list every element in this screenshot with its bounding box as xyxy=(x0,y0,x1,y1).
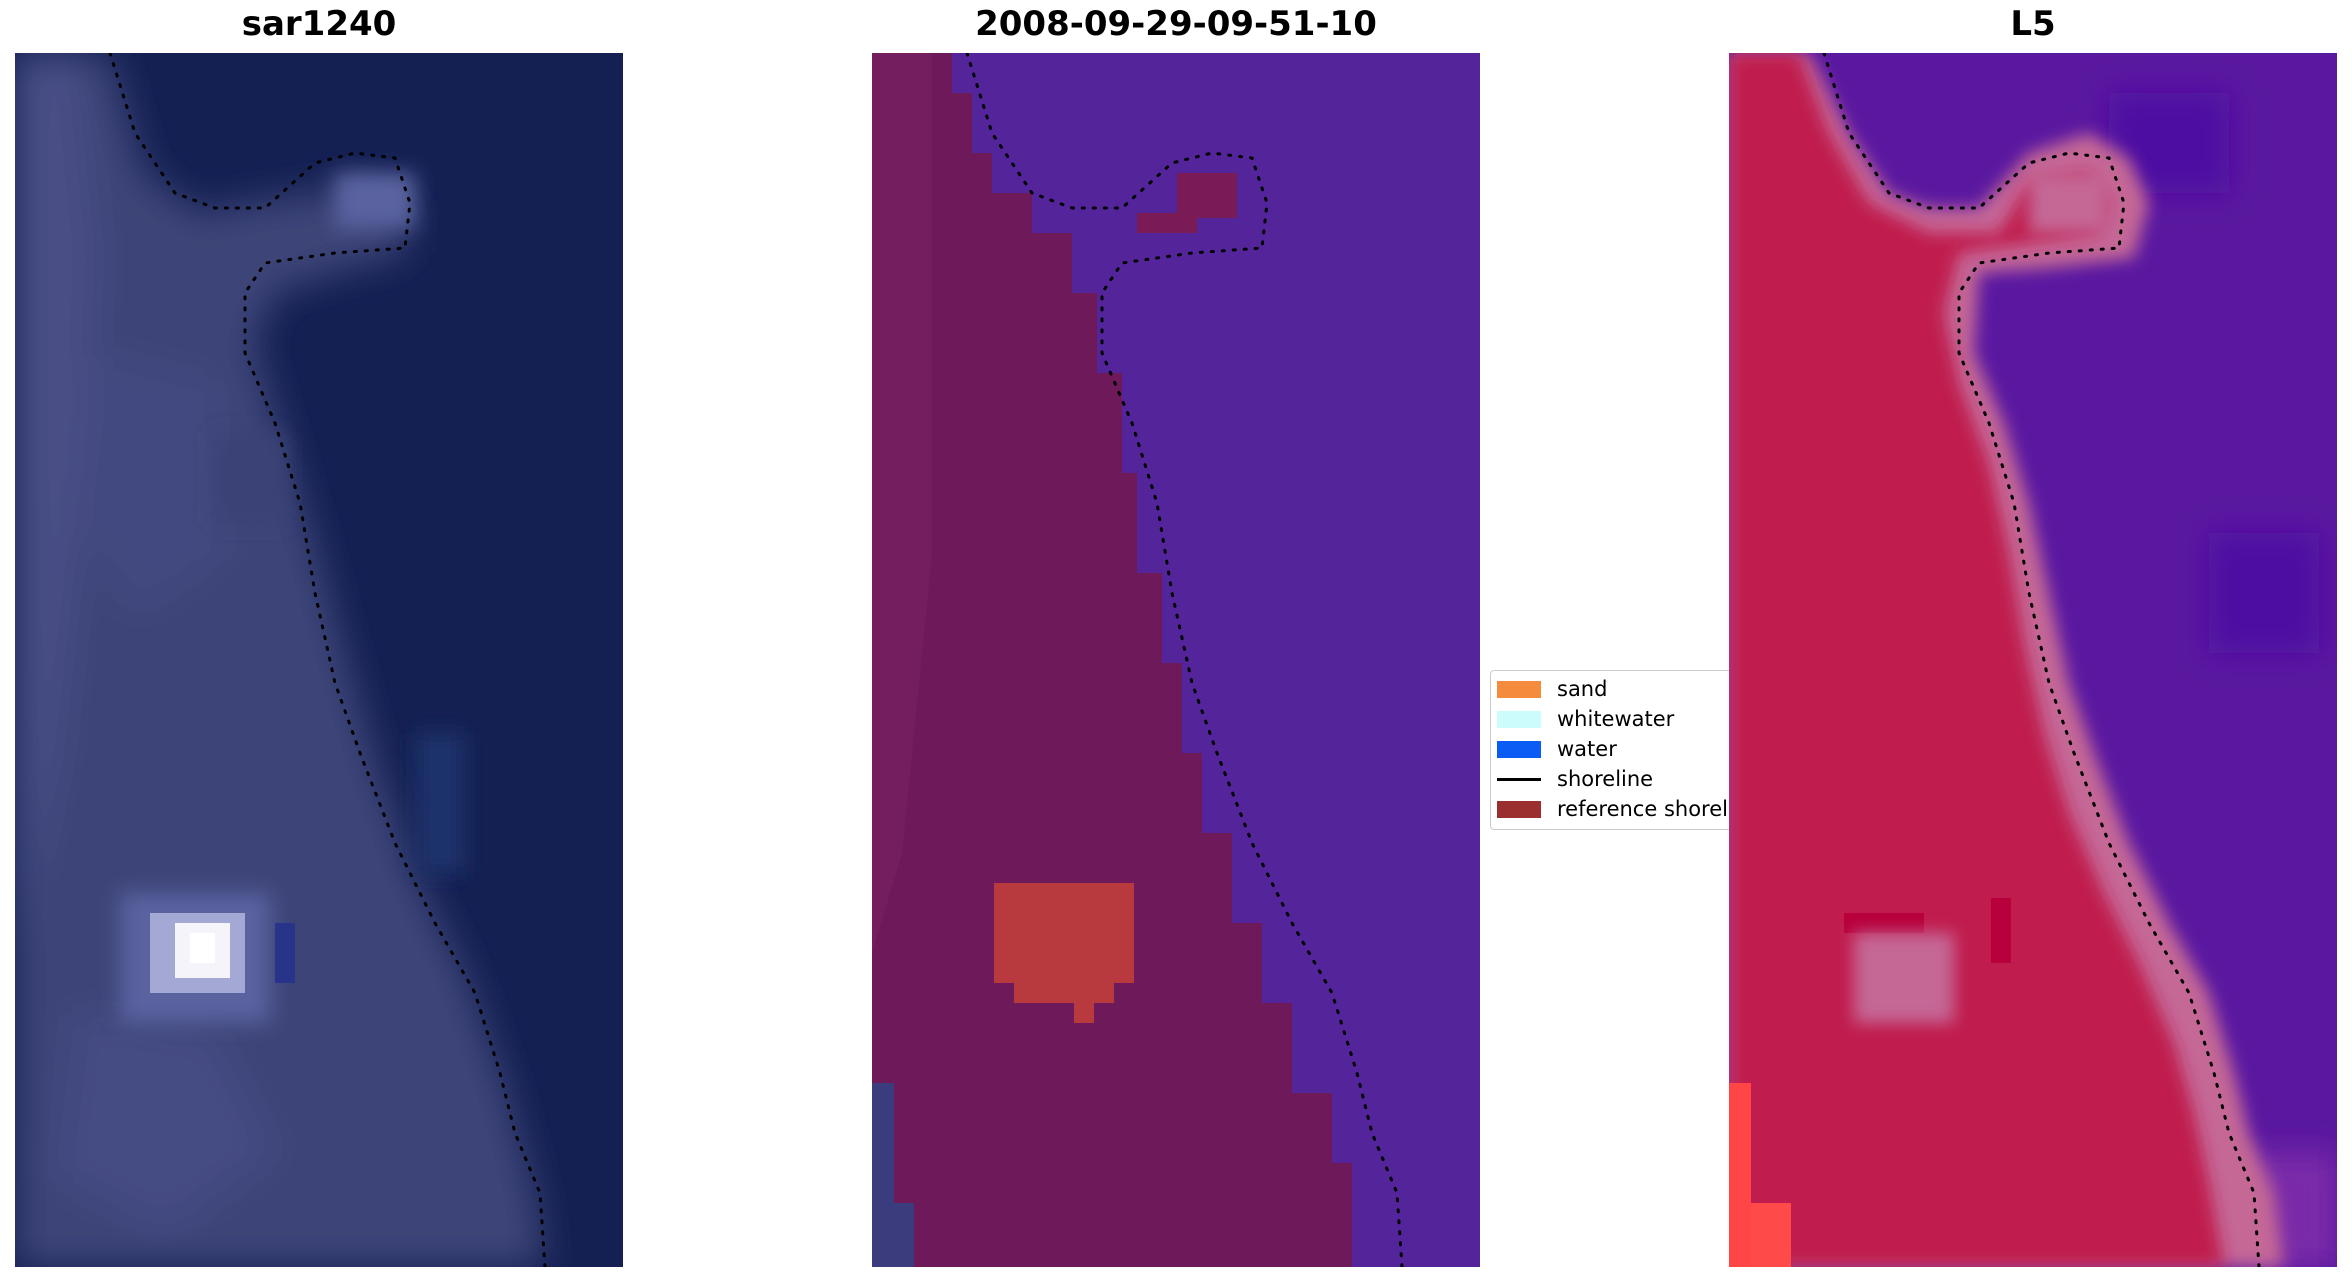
legend-item-whitewater: whitewater xyxy=(1497,707,1674,731)
panel-title-rgb: sar1240 xyxy=(241,4,397,44)
water-swatch xyxy=(1497,740,1541,758)
legend-label: reference shoreline xyxy=(1557,797,1731,821)
reference-shoreline-patch xyxy=(994,883,1134,983)
legend-item-reference-shoreline: reference shoreline xyxy=(1497,797,1731,821)
shoreline-line xyxy=(108,53,547,1267)
legend-item-water: water xyxy=(1497,737,1617,761)
shoreline-line xyxy=(1822,53,2261,1267)
land-index-area xyxy=(1729,53,2224,1267)
index-image-panel xyxy=(1729,53,2337,1267)
bright-red-patch xyxy=(1729,1083,1751,1267)
panel-title-classified: 2008-09-29-09-51-10 xyxy=(975,4,1377,44)
legend-label: shoreline xyxy=(1557,767,1654,791)
panel-title-index: L5 xyxy=(2010,4,2056,44)
classified-image-panel xyxy=(872,53,1480,1267)
rgb-image xyxy=(15,53,623,1267)
water-patch xyxy=(872,1083,894,1267)
rgb-image-panel xyxy=(15,53,623,1267)
legend-item-shoreline: shoreline xyxy=(1497,767,1653,791)
shoreline-line xyxy=(965,53,1404,1267)
shoreline-swatch xyxy=(1497,777,1541,781)
sand-swatch xyxy=(1497,680,1541,698)
legend-label: sand xyxy=(1557,677,1608,701)
legend: sand whitewater water shoreline referenc… xyxy=(1490,670,1731,830)
reference-shoreline-swatch xyxy=(1497,800,1541,818)
index-image xyxy=(1729,53,2337,1267)
legend-label: water xyxy=(1557,737,1617,761)
bright-feature xyxy=(120,893,295,1023)
classified-image xyxy=(872,53,1480,1267)
legend-label: whitewater xyxy=(1557,707,1675,731)
whitewater-swatch xyxy=(1497,710,1541,728)
legend-item-sand: sand xyxy=(1497,677,1607,701)
land-class-area xyxy=(872,53,1352,1267)
